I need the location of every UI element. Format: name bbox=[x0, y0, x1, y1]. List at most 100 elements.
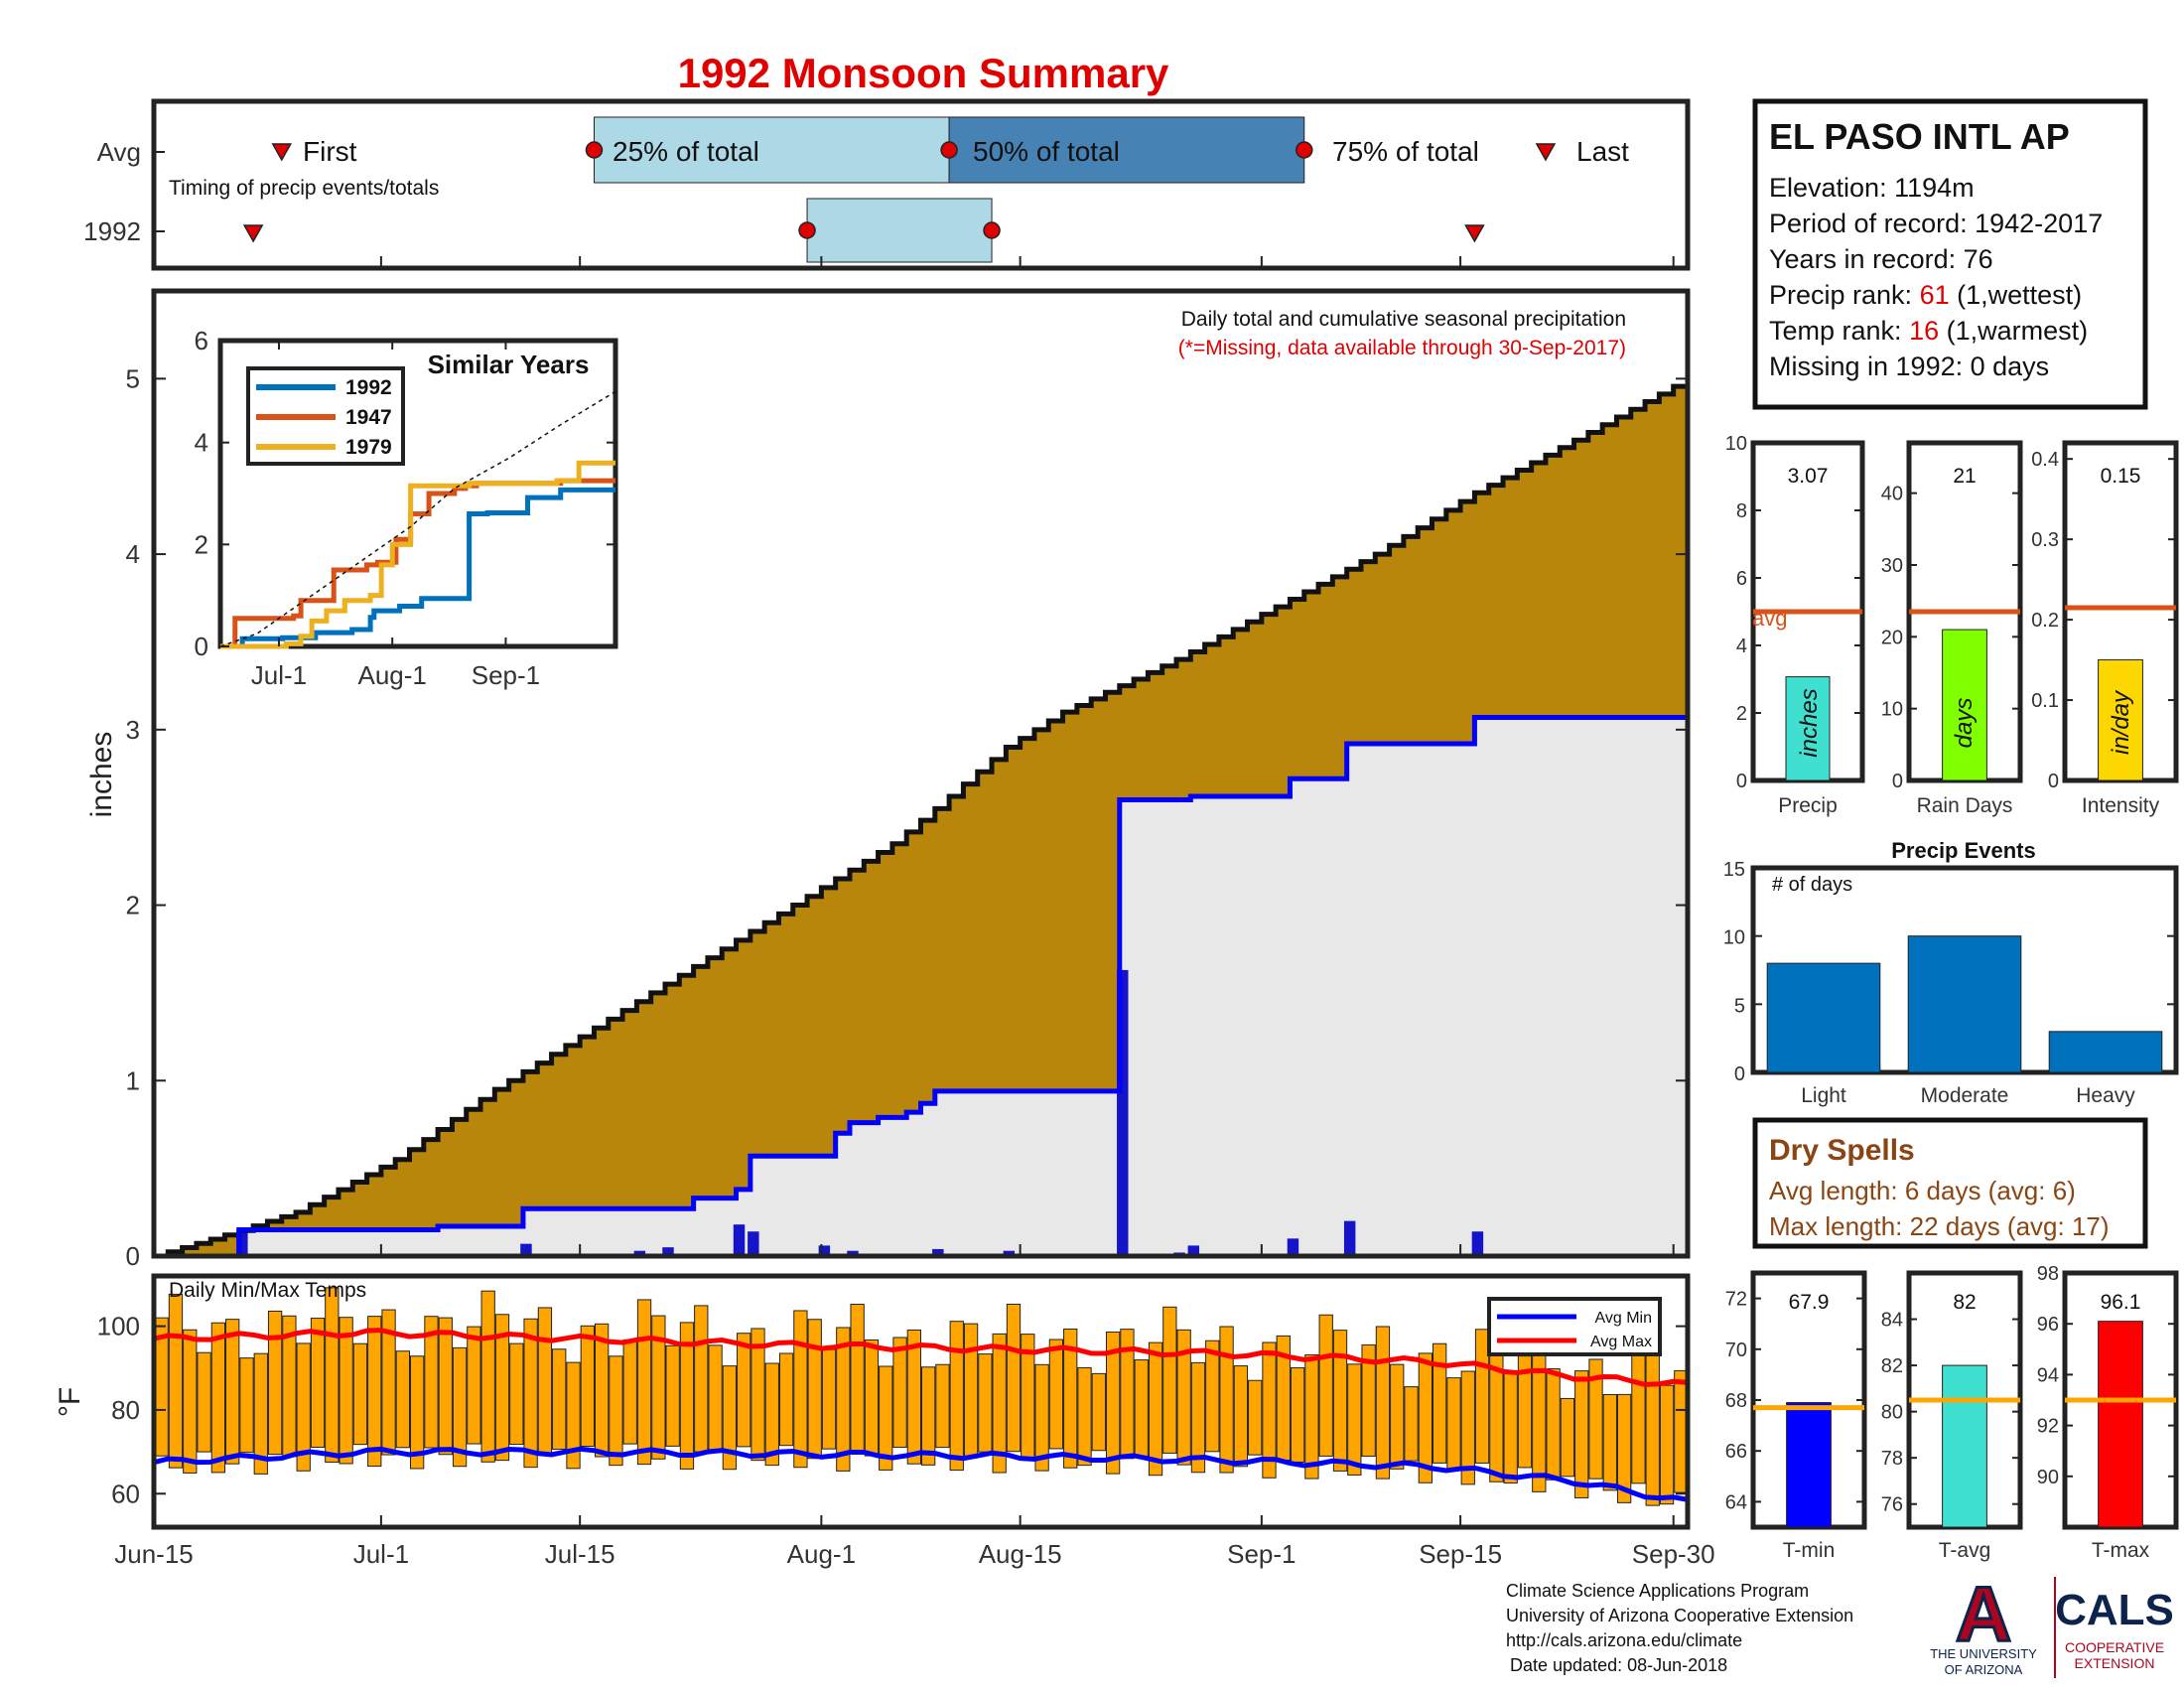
intensity-chart-tick-label: 0.4 bbox=[2031, 449, 2059, 471]
tavg-chart-tick-label: 76 bbox=[1881, 1494, 1903, 1516]
daily-temp-range-bar bbox=[609, 1355, 623, 1467]
avg-last-marker bbox=[1535, 143, 1557, 162]
x-tick-label: Aug-1 bbox=[787, 1539, 856, 1569]
page-title: 1992 Monsoon Summary bbox=[678, 50, 1169, 96]
daily-temp-range-bar bbox=[225, 1319, 240, 1465]
temp-chart-title: Daily Min/Max Temps bbox=[169, 1279, 366, 1302]
daily-precip-bar bbox=[520, 1243, 532, 1256]
legend-avg-min-label: Avg Min bbox=[1594, 1310, 1652, 1327]
temp-legend bbox=[1487, 1297, 1662, 1356]
temp-y-tick-label: 60 bbox=[111, 1479, 140, 1508]
daily-temp-range-bar bbox=[1503, 1371, 1518, 1484]
main-chart-missing-note: (*=Missing, data available through 30-Se… bbox=[1178, 337, 1626, 359]
tmin-chart-tick-label: 68 bbox=[1725, 1390, 1747, 1412]
main-chart-annotation: Daily total and cumulative seasonal prec… bbox=[1181, 308, 1626, 331]
intensity-chart-bar bbox=[2098, 659, 2143, 781]
daily-temp-range-bar bbox=[566, 1361, 581, 1470]
main-y-tick-label: 3 bbox=[126, 715, 140, 745]
main-chart-series bbox=[154, 378, 1691, 1259]
avg-first-marker bbox=[271, 143, 293, 162]
temp-y-tick-label: 100 bbox=[97, 1312, 140, 1341]
daily-temp-range-bar bbox=[722, 1365, 738, 1471]
tavg-chart-tick-label: 78 bbox=[1881, 1448, 1903, 1470]
daily-temp-range-bar bbox=[764, 1362, 779, 1467]
small-raindays-bar-label: days bbox=[1951, 698, 1978, 749]
avg-p50-marker bbox=[940, 141, 958, 159]
daily-precip-bar bbox=[662, 1247, 674, 1256]
daily-temp-range-bar bbox=[1645, 1350, 1660, 1506]
small-precip-bar-label: inches bbox=[1796, 688, 1823, 757]
daily-temp-range-bar bbox=[622, 1339, 637, 1445]
x-tick-label: Jun-15 bbox=[114, 1539, 194, 1569]
main-y-tick-label: 2 bbox=[126, 891, 140, 920]
daily-temp-range-bar bbox=[367, 1316, 382, 1468]
daily-temp-range-bar bbox=[992, 1333, 1007, 1474]
daily-precip-bar bbox=[1287, 1238, 1299, 1256]
similar-years-title: Similar Years bbox=[428, 350, 590, 379]
similar-year-line-1992 bbox=[220, 487, 615, 649]
daily-temp-range-bar bbox=[665, 1344, 680, 1447]
daily-temp-range-bar bbox=[1077, 1366, 1092, 1467]
daily-temp-range-bar bbox=[424, 1316, 439, 1449]
daily-temp-range-bar bbox=[1489, 1337, 1504, 1482]
events-y-tick-label: 10 bbox=[1723, 927, 1745, 949]
tavg-chart-tick-label: 82 bbox=[1881, 1355, 1903, 1377]
daily-temp-range-bar bbox=[296, 1342, 311, 1472]
precip-chart-tick-label: 6 bbox=[1736, 568, 1747, 590]
precip-rank-value: 61 bbox=[1920, 280, 1950, 310]
dry-spells-max: Max length: 22 days (avg: 17) bbox=[1769, 1211, 2110, 1241]
small-precip-avg-label: avg bbox=[1752, 606, 1787, 631]
daily-precip-bar bbox=[818, 1245, 831, 1256]
inset-x-tick-label: Aug-1 bbox=[358, 660, 427, 690]
daily-temp-range-bar bbox=[963, 1323, 979, 1459]
events-x-label: Moderate bbox=[1921, 1084, 2009, 1107]
daily-temp-range-bar bbox=[452, 1346, 468, 1468]
legend-avg-max-label: Avg Max bbox=[1590, 1334, 1652, 1350]
daily-temp-range-bar bbox=[1219, 1326, 1234, 1474]
footer-line-4: Date updated: 08-Jun-2018 bbox=[1510, 1655, 1727, 1675]
cals-logo: CALS bbox=[2055, 1586, 2174, 1634]
tmax-chart-tick-label: 94 bbox=[2037, 1364, 2059, 1386]
events-bar-moderate bbox=[1907, 935, 2022, 1073]
daily-temp-range-bar bbox=[1560, 1397, 1575, 1478]
year-first-marker bbox=[242, 224, 264, 243]
timing-marks bbox=[242, 116, 1557, 263]
daily-temp-range-bar bbox=[921, 1366, 936, 1466]
daily-temp-range-bar bbox=[594, 1323, 610, 1458]
daily-temp-range-bar bbox=[1375, 1326, 1391, 1480]
raindays-chart-tick-label: 40 bbox=[1881, 484, 1903, 505]
daily-temp-range-bar bbox=[183, 1329, 198, 1474]
daily-temp-range-bar bbox=[949, 1321, 964, 1472]
daily-temp-range-bar bbox=[807, 1319, 822, 1460]
daily-temp-range-bar bbox=[467, 1326, 481, 1445]
temp-rank-value: 16 bbox=[1909, 316, 1939, 346]
events-y-tick-label: 15 bbox=[1723, 859, 1745, 881]
daily-temp-range-bar bbox=[821, 1348, 837, 1450]
daily-temp-range-bar bbox=[1063, 1328, 1078, 1469]
daily-temp-range-bar bbox=[1091, 1372, 1106, 1452]
main-precip-chart: 0 1 2 3 4 5 inches Daily total and cumulative… bbox=[85, 288, 1691, 1271]
daily-temp-range-bar bbox=[694, 1305, 709, 1453]
daily-temp-range-bar bbox=[1290, 1367, 1305, 1463]
daily-temp-range-bar bbox=[978, 1353, 993, 1453]
daily-precip-bar bbox=[633, 1250, 646, 1256]
main-y-tick-label: 5 bbox=[126, 363, 140, 393]
daily-temp-range-bar bbox=[1006, 1303, 1022, 1453]
daily-temp-range-bar bbox=[197, 1351, 211, 1453]
daily-temp-range-bar bbox=[1433, 1342, 1447, 1464]
small-tmax-value: 96.1 bbox=[2101, 1291, 2141, 1314]
temp-series bbox=[153, 1287, 1689, 1506]
station-years: Years in record: 76 bbox=[1769, 244, 1993, 274]
tmin-chart-tick-label: 72 bbox=[1725, 1289, 1747, 1311]
tmax-chart-tick-label: 96 bbox=[2037, 1314, 2059, 1336]
small-raindays-xlabel: Rain Days bbox=[1917, 794, 2013, 817]
precip-chart-tick-label: 2 bbox=[1736, 703, 1747, 725]
daily-temp-range-bar bbox=[892, 1337, 907, 1449]
daily-temp-range-bar bbox=[253, 1352, 268, 1475]
year-p25-p75-box bbox=[806, 198, 993, 263]
cals-sub-2: EXTENSION bbox=[2075, 1655, 2155, 1671]
temp-y-tick-label: 80 bbox=[111, 1395, 140, 1425]
daily-temp-range-bar bbox=[339, 1317, 353, 1465]
legend-1947-label: 1947 bbox=[345, 406, 392, 429]
station-precip-rank: Precip rank: 61 (1,wettest) bbox=[1769, 280, 2082, 310]
